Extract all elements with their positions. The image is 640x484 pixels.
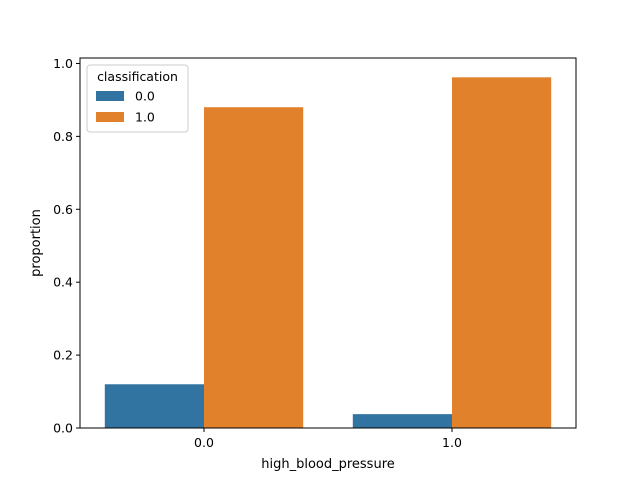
- legend-entries: 0.01.0: [96, 89, 155, 125]
- bar-1.0-series-1.0: [452, 77, 552, 429]
- legend-entry-label: 0.0: [135, 89, 155, 104]
- x-tick-label: 1.0: [442, 435, 462, 450]
- legend-entry-label: 1.0: [135, 110, 155, 125]
- y-tick-label: 0.2: [53, 348, 73, 363]
- y-tick-label: 0.6: [53, 202, 73, 217]
- plot-frame: [79, 57, 577, 429]
- legend-title: classification: [97, 69, 178, 84]
- x-axis-label: high_blood_pressure: [261, 457, 395, 472]
- bar-0.0-series-0.0: [104, 384, 204, 428]
- x-tick-label: 0.0: [194, 435, 214, 450]
- legend-swatch: [96, 91, 124, 101]
- y-tick-label: 0.4: [53, 275, 73, 290]
- bars-layer: [104, 77, 552, 429]
- legend-swatch: [96, 112, 124, 122]
- y-tick-label: 0.0: [53, 421, 73, 436]
- y-tick-label: 0.8: [53, 129, 73, 144]
- legend: classification 0.01.0: [86, 64, 189, 133]
- y-tick-label: 1.0: [53, 56, 73, 71]
- x-axis-ticks: 0.0 1.0: [194, 428, 462, 450]
- bar-0.0-series-1.0: [204, 107, 304, 428]
- y-axis-label: proportion: [29, 209, 44, 277]
- y-axis-ticks: 0.0 0.2 0.4 0.6 0.8 1.0: [53, 56, 80, 436]
- bar-1.0-series-0.0: [352, 414, 452, 428]
